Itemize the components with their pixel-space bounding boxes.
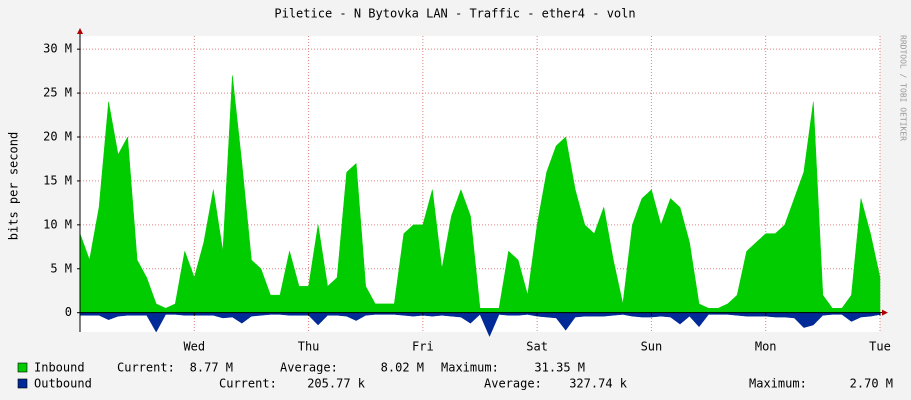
y-tick-label: 30 M [43, 42, 72, 56]
legend-stat-value: 31.35 M [534, 361, 585, 375]
watermark: RRDTOOL / TOBI OETIKER [899, 35, 908, 141]
legend-stat-label: Maximum: [749, 377, 807, 391]
marks [79, 75, 881, 338]
y-axis-label: bits per second [7, 132, 21, 240]
legend-stat-label: Current: [117, 361, 175, 375]
legend-stat-label: Current: [219, 377, 277, 391]
legend-stat-value: 8.02 M [381, 361, 424, 375]
legend-swatch [17, 362, 28, 373]
legend-stat-label: Maximum: [441, 361, 499, 375]
area [79, 312, 881, 338]
chart-title: Piletice - N Bytovka LAN - Traffic - eth… [274, 7, 635, 21]
legend-stat-label: Average: [280, 361, 338, 375]
x-tick-label: Sun [641, 340, 663, 354]
legend-stat-value: 327.74 k [569, 377, 628, 391]
area [79, 75, 881, 313]
legend: Inbound Current: 8.77 M Average: 8.02 M Maxim… [17, 361, 893, 391]
legend-label: Outbound [34, 377, 92, 391]
legend-stat-label: Average: [484, 377, 542, 391]
x-axis-arrow [882, 309, 888, 316]
x-tick-label: Mon [755, 340, 777, 354]
x-tick-label: Fri [412, 340, 434, 354]
legend-swatch [17, 378, 28, 389]
legend-stat-value: 205.77 k [307, 377, 366, 391]
x-tick-label: Thu [298, 340, 320, 354]
y-tick-label: 20 M [43, 130, 72, 144]
axes: 0 5 M 10 M 15 M 20 M 25 M 30 M Wed Thu Fri Sat Sun M… [43, 28, 891, 354]
legend-stat-value: 2.70 M [850, 377, 893, 391]
legend-stat-value: 8.77 M [190, 361, 233, 375]
y-tick-label: 0 [65, 305, 72, 319]
y-axis-arrow [77, 28, 83, 34]
y-tick-label: 15 M [43, 173, 72, 187]
x-tick-label: Sat [526, 340, 548, 354]
y-tick-label: 10 M [43, 217, 72, 231]
x-tick-label: Tue [869, 340, 891, 354]
y-tick-label: 5 M [50, 261, 72, 275]
y-tick-label: 25 M [43, 86, 72, 100]
x-tick-label: Wed [183, 340, 205, 354]
legend-label: Inbound [34, 361, 85, 375]
